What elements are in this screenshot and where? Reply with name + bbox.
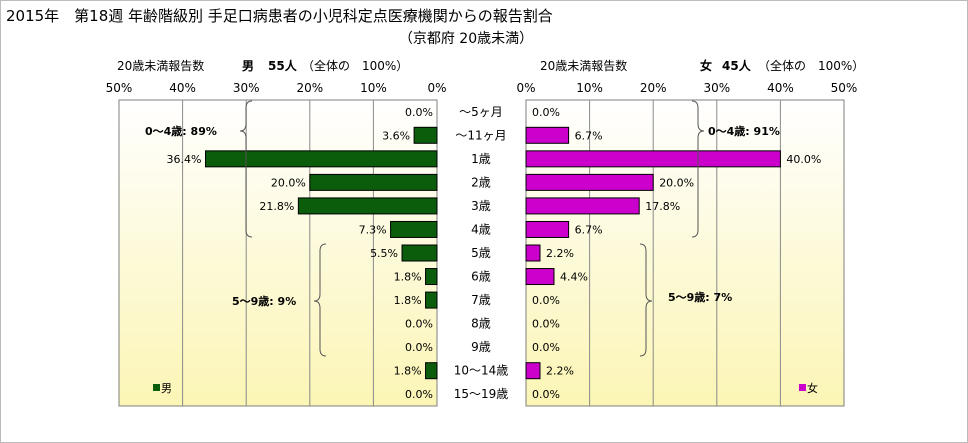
female-header-label: 20歳未満報告数 xyxy=(540,58,627,73)
male-header-sex: 男 xyxy=(242,59,254,73)
male-tick-label: 50% xyxy=(106,81,133,95)
female-annotation-0-4: 0～4歳: 91% xyxy=(708,124,780,138)
female-bracket-5-9 xyxy=(639,243,653,357)
category-label: 9歳 xyxy=(471,340,491,354)
category-label: 5歳 xyxy=(471,246,491,260)
female-bar xyxy=(525,126,570,144)
female-data-label: 40.0% xyxy=(786,153,821,166)
male-bracket-5-9 xyxy=(313,243,327,357)
female-legend-label: 女 xyxy=(807,381,818,395)
female-data-label: 0.0% xyxy=(532,106,560,119)
female-bar xyxy=(525,150,781,168)
category-label: 7歳 xyxy=(471,293,491,307)
female-header-sex: 女 xyxy=(700,58,712,73)
category-label: 4歳 xyxy=(471,222,491,236)
female-tick-label: 0% xyxy=(516,81,535,95)
female-data-label: 2.2% xyxy=(546,247,574,260)
male-data-label: 5.5% xyxy=(370,247,398,260)
male-data-label: 1.8% xyxy=(394,365,422,378)
female-legend-swatch xyxy=(799,384,806,391)
female-tick-label: 30% xyxy=(703,81,730,95)
female-data-label: 2.2% xyxy=(546,365,574,378)
male-tick-label: 20% xyxy=(296,81,323,95)
category-label: 2歳 xyxy=(471,175,491,189)
male-legend-label: 男 xyxy=(161,382,172,395)
male-data-label: 7.3% xyxy=(359,223,387,236)
male-bracket-0-4 xyxy=(239,100,253,238)
chart-subtitle: （京都府 20歳未満） xyxy=(399,31,533,47)
male-header-count: 55人 xyxy=(268,58,298,73)
male-data-label: 1.8% xyxy=(394,271,422,284)
category-label: 8歳 xyxy=(471,317,491,331)
male-data-label: 3.6% xyxy=(382,129,410,142)
category-label: 10～14歳 xyxy=(454,364,509,378)
female-data-label: 0.0% xyxy=(532,388,560,401)
category-label: 3歳 xyxy=(471,199,491,213)
female-data-label: 20.0% xyxy=(659,176,694,189)
male-bar xyxy=(390,220,438,238)
male-bar xyxy=(309,173,438,191)
male-data-label: 0.0% xyxy=(405,341,433,354)
male-bar xyxy=(401,244,438,262)
category-label: ～5ヶ月 xyxy=(459,105,503,119)
male-tick-label: 10% xyxy=(360,81,387,95)
male-bar xyxy=(297,197,438,215)
category-label: 1歳 xyxy=(471,152,491,166)
male-bar xyxy=(425,291,438,309)
male-data-label: 20.0% xyxy=(271,176,306,189)
male-header-label: 20歳未満報告数 xyxy=(117,58,204,73)
female-data-label: 6.7% xyxy=(575,129,603,142)
female-annotation-5-9: 5～9歳: 7% xyxy=(668,290,732,304)
female-bar xyxy=(525,244,541,262)
female-tick-label: 40% xyxy=(767,81,794,95)
female-data-label: 17.8% xyxy=(645,200,680,213)
female-bar xyxy=(525,197,640,215)
male-data-label: 0.0% xyxy=(405,106,433,119)
female-tick-label: 10% xyxy=(576,81,603,95)
female-tick-label: 20% xyxy=(640,81,667,95)
male-tick-label: 30% xyxy=(233,81,260,95)
male-legend-swatch xyxy=(153,384,160,391)
male-data-label: 0.0% xyxy=(405,318,433,331)
female-bar xyxy=(525,220,570,238)
female-tick-label: 50% xyxy=(831,81,858,95)
male-tick-label: 0% xyxy=(427,81,446,95)
female-bar xyxy=(525,362,541,380)
female-data-label: 0.0% xyxy=(532,294,560,307)
male-annotation-5-9: 5～9歳: 9% xyxy=(232,294,296,308)
female-data-label: 0.0% xyxy=(532,341,560,354)
male-bar xyxy=(425,268,438,286)
male-bar xyxy=(425,362,438,380)
male-bar xyxy=(204,150,438,168)
male-annotation-0-4: 0～4歳: 89% xyxy=(145,124,217,138)
male-bar xyxy=(413,126,438,144)
female-data-label: 4.4% xyxy=(560,271,588,284)
female-bar xyxy=(525,268,555,286)
female-bracket-0-4 xyxy=(691,100,705,238)
male-data-label: 0.0% xyxy=(405,388,433,401)
female-bar xyxy=(525,173,654,191)
category-label: ～11ヶ月 xyxy=(455,128,506,142)
category-label: 6歳 xyxy=(471,270,491,284)
male-header-note: （全体の 100%） xyxy=(302,58,408,73)
female-data-label: 0.0% xyxy=(532,318,560,331)
category-label: 15～19歳 xyxy=(454,387,509,401)
male-tick-label: 40% xyxy=(169,81,196,95)
female-header-note: （全体の 100%） xyxy=(758,58,864,73)
female-data-label: 6.7% xyxy=(575,223,603,236)
male-data-label: 21.8% xyxy=(259,200,294,213)
male-data-label: 1.8% xyxy=(394,294,422,307)
male-data-label: 36.4% xyxy=(167,153,202,166)
chart-title: 2015年 第18週 年齢階級別 手足口病患者の小児科定点医療機関からの報告割合 xyxy=(6,7,553,25)
female-header-count: 45人 xyxy=(722,58,752,73)
